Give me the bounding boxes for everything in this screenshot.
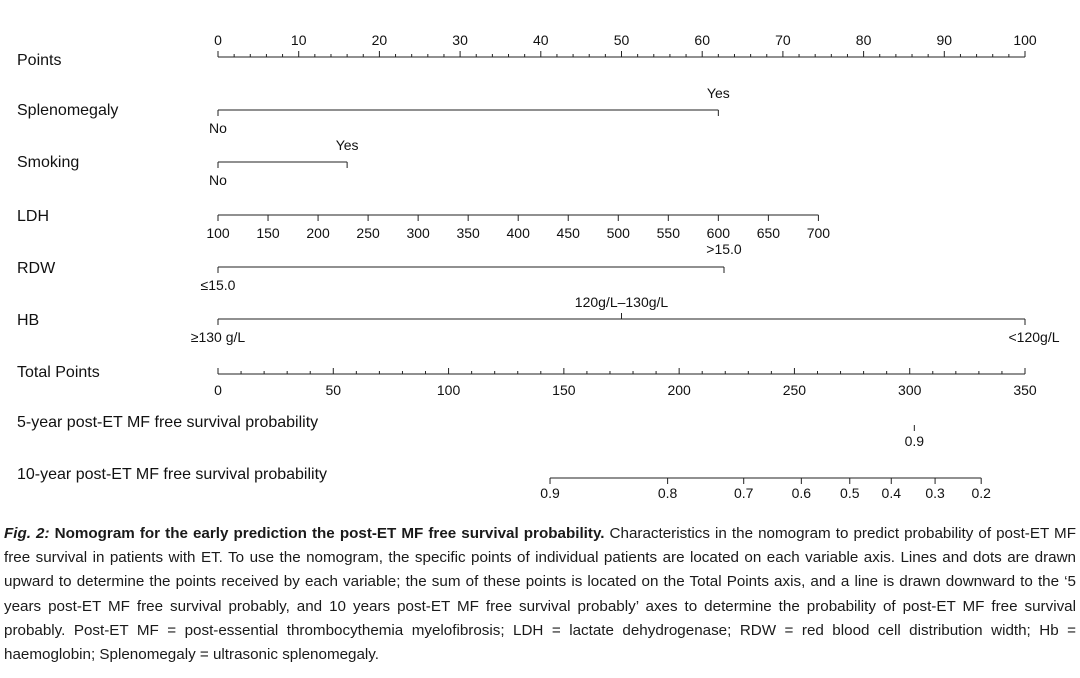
ldh-level-label-150: 150 <box>256 225 280 241</box>
axis-label-hb: HB <box>17 312 39 329</box>
points-tick-label-20: 20 <box>372 32 388 48</box>
total-points-tick-label-350: 350 <box>1013 382 1037 398</box>
rdw-level-label-high: >15.0 <box>706 241 742 257</box>
hb-level-label-low: <120g/L <box>1009 329 1060 345</box>
points-tick-label-40: 40 <box>533 32 549 48</box>
surv10-level-label-0-5: 0.5 <box>840 485 860 501</box>
surv10-level-label-0-7: 0.7 <box>734 485 754 501</box>
splenomegaly-level-label-no: No <box>209 120 227 136</box>
surv10-level-label-0-9: 0.9 <box>540 485 560 501</box>
axis-label-5-year-post-et-mf-free-survival-probability: 5-year post-ET MF free survival probabil… <box>17 414 318 431</box>
splenomegaly-level-label-yes: Yes <box>707 85 730 101</box>
ldh-level-label-450: 450 <box>557 225 581 241</box>
ldh-level-label-700: 700 <box>807 225 831 241</box>
axis-label-ldh: LDH <box>17 208 49 225</box>
ldh-level-label-400: 400 <box>507 225 531 241</box>
surv5-level-label-0-9: 0.9 <box>905 433 925 449</box>
ldh-level-label-550: 550 <box>657 225 681 241</box>
ldh-level-label-200: 200 <box>306 225 330 241</box>
axis-label-total-points: Total Points <box>17 364 100 381</box>
points-tick-label-30: 30 <box>452 32 468 48</box>
ldh-level-label-650: 650 <box>757 225 781 241</box>
smoking-level-label-yes: Yes <box>336 137 359 153</box>
hb-level-label-high: ≥130 g/L <box>191 329 246 345</box>
total-points-tick-label-200: 200 <box>667 382 691 398</box>
axis-label-points: Points <box>17 52 61 69</box>
caption-title: Nomogram for the early prediction the po… <box>54 525 605 542</box>
points-tick-label-10: 10 <box>291 32 307 48</box>
ldh-level-label-100: 100 <box>206 225 230 241</box>
ldh-level-label-250: 250 <box>356 225 380 241</box>
total-points-tick-label-150: 150 <box>552 382 576 398</box>
ldh-level-label-300: 300 <box>406 225 430 241</box>
surv10-level-label-0-8: 0.8 <box>658 485 678 501</box>
total-points-tick-label-0: 0 <box>214 382 222 398</box>
points-tick-label-50: 50 <box>614 32 630 48</box>
surv10-level-label-0-6: 0.6 <box>792 485 812 501</box>
hb-level-label-mid: 120g/L–130g/L <box>575 294 669 310</box>
ldh-level-label-500: 500 <box>607 225 631 241</box>
points-tick-label-80: 80 <box>856 32 872 48</box>
surv10-level-label-0-3: 0.3 <box>925 485 945 501</box>
points-tick-label-70: 70 <box>775 32 791 48</box>
total-points-tick-label-250: 250 <box>783 382 807 398</box>
nomogram-chart: Points Splenomegaly Smoking LDH RDW HB Total P… <box>17 32 1060 501</box>
axis-label-10-year-post-et-mf-free-survival-probability: 10-year post-ET MF free survival probabi… <box>17 466 327 483</box>
axis-label-splenomegaly: Splenomegaly <box>17 102 118 119</box>
total-points-tick-label-50: 50 <box>325 382 341 398</box>
points-tick-label-100: 100 <box>1013 32 1037 48</box>
caption-figure-number: Fig. 2: <box>4 525 50 542</box>
rdw-level-label-low: ≤15.0 <box>201 277 236 293</box>
figure-caption: Fig. 2: Nomogram for the early predictio… <box>4 522 1076 667</box>
surv10-level-label-0-2: 0.2 <box>971 485 991 501</box>
points-tick-label-90: 90 <box>937 32 953 48</box>
caption-text: Characteristics in the nomogram to predi… <box>4 525 1076 664</box>
smoking-level-label-no: No <box>209 172 227 188</box>
points-tick-label-60: 60 <box>694 32 710 48</box>
total-points-tick-label-100: 100 <box>437 382 461 398</box>
total-points-tick-label-300: 300 <box>898 382 922 398</box>
points-tick-label-0: 0 <box>214 32 222 48</box>
surv10-level-label-0-4: 0.4 <box>882 485 902 501</box>
axis-label-rdw: RDW <box>17 260 56 277</box>
axis-label-smoking: Smoking <box>17 154 79 171</box>
ldh-level-label-350: 350 <box>456 225 480 241</box>
ldh-level-label-600: 600 <box>707 225 731 241</box>
